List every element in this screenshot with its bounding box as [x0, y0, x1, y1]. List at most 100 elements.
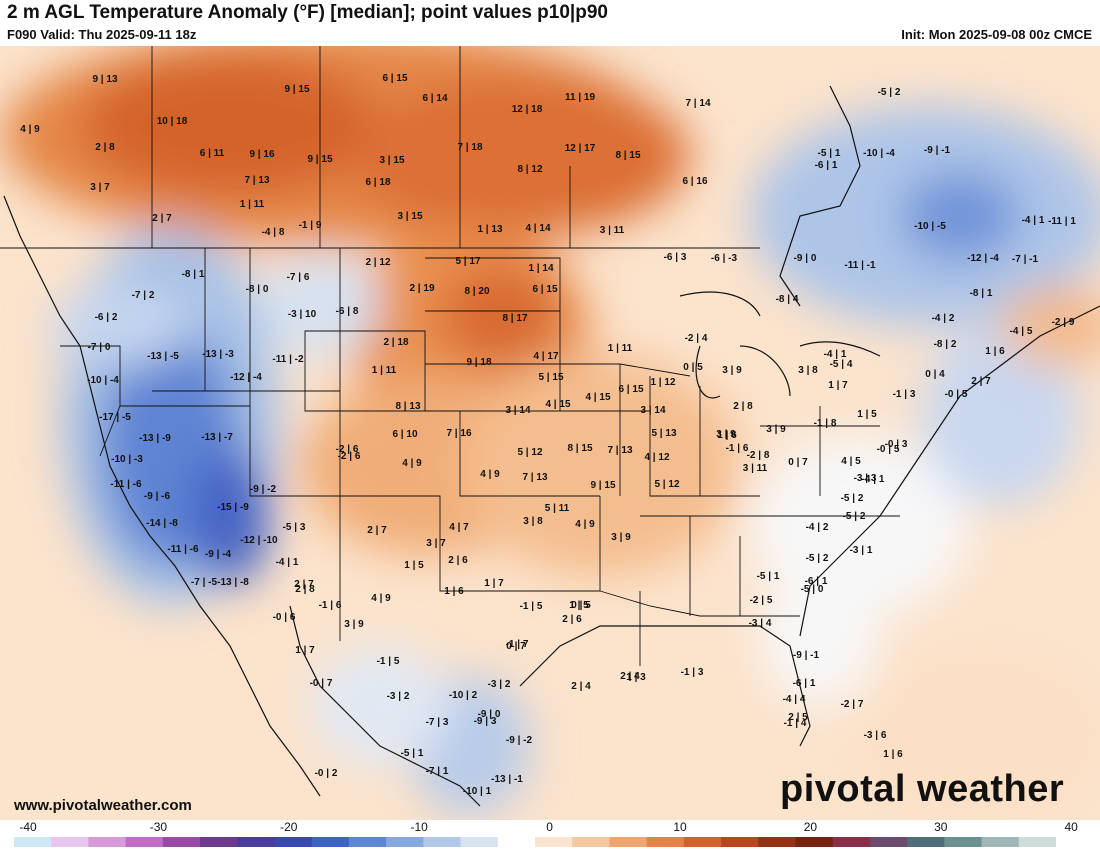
point-value-label: 1 | 5: [569, 600, 589, 611]
point-value-label: -12 | -10: [240, 535, 278, 546]
point-value-label: -11 | 1: [1048, 216, 1076, 227]
point-value-label: -10 | -4: [863, 148, 895, 159]
colorbar-swatch: [200, 837, 238, 847]
point-value-label: 2 | 8: [95, 142, 115, 153]
point-value-label: 1 | 6: [985, 346, 1005, 357]
point-value-label: 0 | 7: [506, 641, 526, 652]
point-value-label: -9 | -1: [924, 145, 951, 156]
point-value-label: -4 | 2: [932, 313, 955, 324]
point-value-label: 1 | 7: [828, 380, 848, 391]
point-value-label: 3 | 8: [523, 516, 543, 527]
point-value-label: -1 | 3: [681, 667, 704, 678]
point-value-label: -12 | -4: [967, 253, 999, 264]
point-value-label: 11 | 19: [565, 92, 595, 103]
point-value-label: -6 | 3: [664, 252, 687, 263]
point-value-label: 6 | 18: [365, 177, 390, 188]
point-value-label: -5 | 2: [878, 87, 901, 98]
point-value-label: -4 | 1: [824, 349, 847, 360]
point-value-label: 1 | 6: [883, 749, 903, 760]
point-value-label: -3 | 10: [288, 309, 317, 320]
point-value-label: -6 | 8: [336, 306, 359, 317]
point-value-label: 4 | 15: [585, 392, 610, 403]
point-value-label: -7 | -5: [191, 577, 218, 588]
point-value-label: 3 | 9: [611, 532, 631, 543]
point-value-label: 3 | 9: [716, 429, 736, 440]
point-value-label: 2 | 7: [971, 376, 991, 387]
point-value-label: 1 | 7: [295, 645, 315, 656]
point-value-label: -5 | 1: [757, 571, 780, 582]
colorbar-swatch: [14, 837, 52, 847]
point-value-label: 8 | 15: [567, 443, 592, 454]
point-value-label: -0 | 7: [310, 678, 333, 689]
point-value-label: -9 | 3: [474, 716, 497, 727]
colorbar-swatch: [497, 837, 536, 847]
colorbar-tick-label: -30: [149, 820, 168, 834]
point-value-label: -15 | -9: [217, 502, 249, 513]
point-value-label: 9 | 16: [249, 149, 274, 160]
point-value-label: -4 | 8: [262, 227, 285, 238]
point-value-label: 3 | 9: [766, 424, 786, 435]
point-value-label: 4 | 9: [575, 519, 595, 530]
point-value-label: 5 | 12: [654, 479, 679, 490]
point-value-label: -3 | 3: [854, 473, 877, 484]
point-value-label: -10 | -5: [914, 221, 946, 232]
colorbar-swatch: [646, 837, 685, 847]
point-value-label: 9 | 15: [590, 480, 615, 491]
point-value-label: 3 | 14: [505, 405, 530, 416]
point-value-label: -6 | 2: [95, 312, 118, 323]
colorbar-tick-label: 0: [546, 820, 553, 834]
point-value-label: 9 | 18: [466, 357, 491, 368]
point-value-label: -4 | 1: [276, 557, 299, 568]
point-value-label: -11 | -1: [844, 260, 876, 271]
point-value-label: -6 | -3: [711, 253, 738, 264]
point-value-label: -13 | -1: [491, 774, 523, 785]
point-value-label: -4 | 4: [783, 694, 806, 705]
point-value-label: 5 | 15: [538, 372, 563, 383]
point-value-label: -5 | 2: [841, 493, 864, 504]
point-value-label: 1 | 11: [372, 365, 397, 376]
point-value-label: 1 | 11: [608, 343, 633, 354]
point-value-label: -5 | 4: [830, 359, 853, 370]
point-value-label: 7 | 13: [522, 472, 547, 483]
point-value-label: 2 | 8: [295, 584, 315, 595]
point-value-label: -5 | 0: [801, 584, 824, 595]
point-value-label: 0 | 5: [571, 600, 591, 611]
point-value-label: -9 | -4: [205, 549, 232, 560]
colorbar-swatch: [572, 837, 610, 847]
point-value-label: 1 | 13: [477, 224, 502, 235]
colorbar-swatch: [125, 837, 164, 847]
point-value-label: -6 | 1: [805, 576, 828, 587]
point-value-label: -11 | -6: [110, 479, 142, 490]
point-value-label: 3 | 15: [379, 155, 404, 166]
point-value-label: 4 | 12: [644, 452, 669, 463]
point-value-label: 6 | 15: [382, 73, 407, 84]
point-value-label: 6 | 15: [618, 384, 643, 395]
point-value-label: 8 | 15: [615, 150, 640, 161]
point-value-label: 9 | 13: [92, 74, 117, 85]
point-value-label: 7 | 14: [685, 98, 710, 109]
point-value-label: -1 | 5: [520, 601, 543, 612]
point-value-label: 7 | 18: [457, 142, 482, 153]
point-value-label: -5 | 2: [806, 553, 829, 564]
point-value-label: -1 | 7: [506, 639, 529, 650]
point-value-label: 3 | 9: [344, 619, 364, 630]
point-value-label: 8 | 17: [502, 313, 527, 324]
point-value-label: 4 | 15: [545, 399, 570, 410]
point-value-label: -2 | 4: [685, 333, 708, 344]
point-value-label: 8 | 20: [464, 286, 489, 297]
colorbar-swatch: [721, 837, 759, 847]
point-value-label: 5 | 11: [545, 503, 570, 514]
point-value-label: 1 | 14: [528, 263, 553, 274]
point-value-label: -1 | 3: [893, 389, 916, 400]
colorbar-swatch: [274, 837, 313, 847]
point-value-label: 7 | 16: [446, 428, 471, 439]
point-value-label: -1 | 4: [784, 718, 807, 729]
point-values-layer: 9 | 13 4 | 9 10 | 18 2 | 8 3 | 7 6 | 11 9 | 16…: [20, 73, 1076, 797]
point-value-label: -8 | 2: [934, 339, 957, 350]
point-value-label: 4 | 9: [20, 124, 40, 135]
point-value-label: 0 | 4: [925, 369, 945, 380]
point-value-label: 3 | 11: [600, 225, 625, 236]
coastlines: [3, 85, 1100, 807]
brand-logo-text: pivotal weather: [780, 768, 1065, 810]
point-value-label: -0 | 5: [877, 444, 900, 455]
